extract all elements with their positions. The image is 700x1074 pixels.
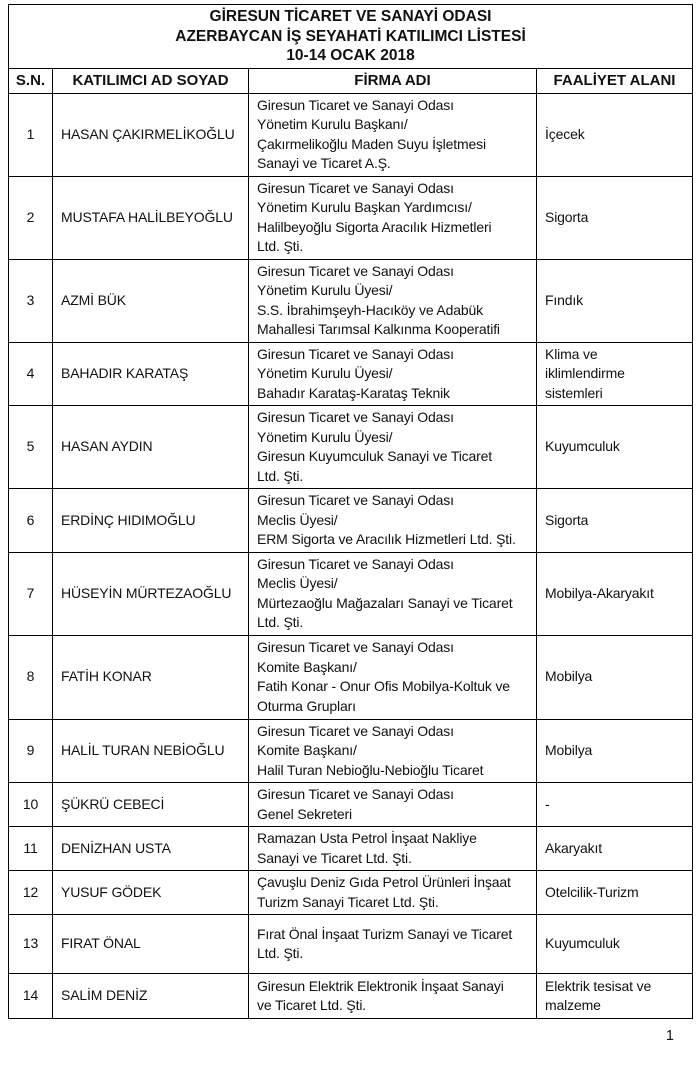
- row-sn: 12: [8, 870, 53, 915]
- row-participant-name: HASAN ÇAKIRMELİKOĞLU: [52, 92, 249, 177]
- row-activity: Akaryakıt: [535, 826, 694, 871]
- table-row: 14 SALİM DENİZ Giresun Elektrik Elektron…: [8, 973, 694, 1019]
- row-activity: Kuyumculuk: [535, 914, 694, 974]
- row-participant-name: HASAN AYDIN: [52, 405, 249, 489]
- row-activity: Kuyumculuk: [535, 405, 694, 489]
- table-row: 13 FIRAT ÖNAL Fırat Önal İnşaat Turizm S…: [8, 914, 694, 974]
- row-activity: Sigorta: [535, 175, 694, 260]
- row-participant-name: HÜSEYİN MÜRTEZAOĞLU: [52, 551, 249, 636]
- row-sn: 9: [8, 718, 53, 783]
- row-activity: Mobilya-Akaryakıt: [535, 551, 694, 636]
- row-firm: Giresun Ticaret ve Sanayi Odası Yönetim …: [248, 92, 537, 177]
- column-header-name: KATILIMCI AD SOYAD: [52, 67, 249, 94]
- row-participant-name: ŞÜKRÜ CEBECİ: [52, 782, 249, 827]
- row-firm: Giresun Elektrik Elektronik İnşaat Sanay…: [248, 973, 537, 1019]
- row-firm: Giresun Ticaret ve Sanayi Odası Yönetim …: [248, 175, 537, 260]
- row-sn: 4: [8, 341, 53, 406]
- table-row: 8 FATİH KONAR Giresun Ticaret ve Sanayi …: [8, 634, 694, 720]
- row-sn: 2: [8, 175, 53, 260]
- row-sn: 11: [8, 826, 53, 871]
- row-sn: 6: [8, 488, 53, 553]
- title-row: GİRESUN TİCARET VE SANAYİ ODASI AZERBAYC…: [7, 4, 694, 69]
- row-activity: -: [535, 782, 694, 827]
- row-sn: 8: [8, 634, 53, 720]
- row-participant-name: FATİH KONAR: [52, 634, 249, 720]
- table-row: 3 AZMİ BÜK Giresun Ticaret ve Sanayi Oda…: [8, 258, 694, 343]
- table-row: 2 MUSTAFA HALİLBEYOĞLU Giresun Ticaret v…: [8, 175, 694, 260]
- row-firm: Giresun Ticaret ve Sanayi Odası Meclis Ü…: [248, 551, 537, 636]
- row-participant-name: AZMİ BÜK: [52, 258, 249, 343]
- row-firm: Çavuşlu Deniz Gıda Petrol Ürünleri İnşaa…: [248, 870, 537, 915]
- table-row: 6 ERDİNÇ HIDIMOĞLU Giresun Ticaret ve Sa…: [8, 488, 694, 553]
- table-row: 4 BAHADIR KARATAŞ Giresun Ticaret ve San…: [8, 341, 694, 406]
- row-participant-name: MUSTAFA HALİLBEYOĞLU: [52, 175, 249, 260]
- row-activity: Mobilya: [535, 718, 694, 783]
- document-title: GİRESUN TİCARET VE SANAYİ ODASI AZERBAYC…: [7, 4, 694, 69]
- row-activity: Otelcilik-Turizm: [535, 870, 694, 915]
- row-sn: 5: [8, 405, 53, 489]
- page-number: 1: [665, 1028, 674, 1044]
- row-participant-name: ERDİNÇ HIDIMOĞLU: [52, 488, 249, 553]
- row-firm: Giresun Ticaret ve Sanayi Odası Yönetim …: [248, 405, 537, 489]
- row-participant-name: SALİM DENİZ: [52, 973, 249, 1019]
- row-firm: Giresun Ticaret ve Sanayi Odası Meclis Ü…: [248, 488, 537, 553]
- title-line-3: 10-14 OCAK 2018: [286, 47, 415, 64]
- row-activity: İçecek: [535, 92, 694, 177]
- row-firm: Giresun Ticaret ve Sanayi Odası Yönetim …: [248, 258, 537, 343]
- row-sn: 14: [8, 973, 53, 1019]
- row-sn: 13: [8, 914, 53, 974]
- row-firm: Giresun Ticaret ve Sanayi Odası Yönetim …: [248, 341, 537, 406]
- row-participant-name: HALİL TURAN NEBİOĞLU: [52, 718, 249, 783]
- row-participant-name: FIRAT ÖNAL: [52, 914, 249, 974]
- column-header-sn: S.N.: [8, 67, 53, 94]
- row-participant-name: YUSUF GÖDEK: [52, 870, 249, 915]
- participant-table: GİRESUN TİCARET VE SANAYİ ODASI AZERBAYC…: [7, 4, 694, 1019]
- row-firm: Giresun Ticaret ve Sanayi Odası Komite B…: [248, 718, 537, 783]
- row-activity: Klima ve iklimlendirme sistemleri: [535, 341, 694, 406]
- row-participant-name: DENİZHAN USTA: [52, 826, 249, 871]
- row-firm: Fırat Önal İnşaat Turizm Sanayi ve Ticar…: [248, 914, 537, 974]
- row-firm: Giresun Ticaret ve Sanayi Odası Komite B…: [248, 634, 537, 720]
- table-row: 7 HÜSEYİN MÜRTEZAOĞLU Giresun Ticaret ve…: [8, 551, 694, 636]
- title-line-2: AZERBAYCAN İŞ SEYAHATİ KATILIMCI LİSTESİ: [175, 27, 526, 45]
- row-sn: 10: [8, 782, 53, 827]
- header-row: S.N. KATILIMCI AD SOYAD FİRMA ADI FAALİY…: [8, 67, 694, 94]
- row-activity: Sigorta: [535, 488, 694, 553]
- table-row: 5 HASAN AYDIN Giresun Ticaret ve Sanayi …: [8, 405, 694, 489]
- table-row: 12 YUSUF GÖDEK Çavuşlu Deniz Gıda Petrol…: [8, 870, 694, 915]
- row-firm: Giresun Ticaret ve Sanayi Odası Genel Se…: [248, 782, 537, 827]
- row-activity: Fındık: [535, 258, 694, 343]
- title-line-1: GİRESUN TİCARET VE SANAYİ ODASI: [209, 8, 492, 25]
- column-header-activity: FAALİYET ALANI: [535, 67, 694, 94]
- table-row: 10 ŞÜKRÜ CEBECİ Giresun Ticaret ve Sanay…: [8, 782, 694, 827]
- row-activity: Elektrik tesisat ve malzeme: [535, 973, 694, 1019]
- row-activity: Mobilya: [535, 634, 694, 720]
- row-sn: 7: [8, 551, 53, 636]
- table-row: 9 HALİL TURAN NEBİOĞLU Giresun Ticaret v…: [8, 718, 694, 783]
- table-row: 1 HASAN ÇAKIRMELİKOĞLU Giresun Ticaret v…: [8, 92, 694, 177]
- row-sn: 3: [8, 258, 53, 343]
- row-participant-name: BAHADIR KARATAŞ: [52, 341, 249, 406]
- row-sn: 1: [8, 92, 53, 177]
- column-header-firm: FİRMA ADI: [248, 67, 537, 94]
- row-firm: Ramazan Usta Petrol İnşaat Nakliye Sanay…: [248, 826, 537, 871]
- table-row: 11 DENİZHAN USTA Ramazan Usta Petrol İnş…: [8, 826, 694, 871]
